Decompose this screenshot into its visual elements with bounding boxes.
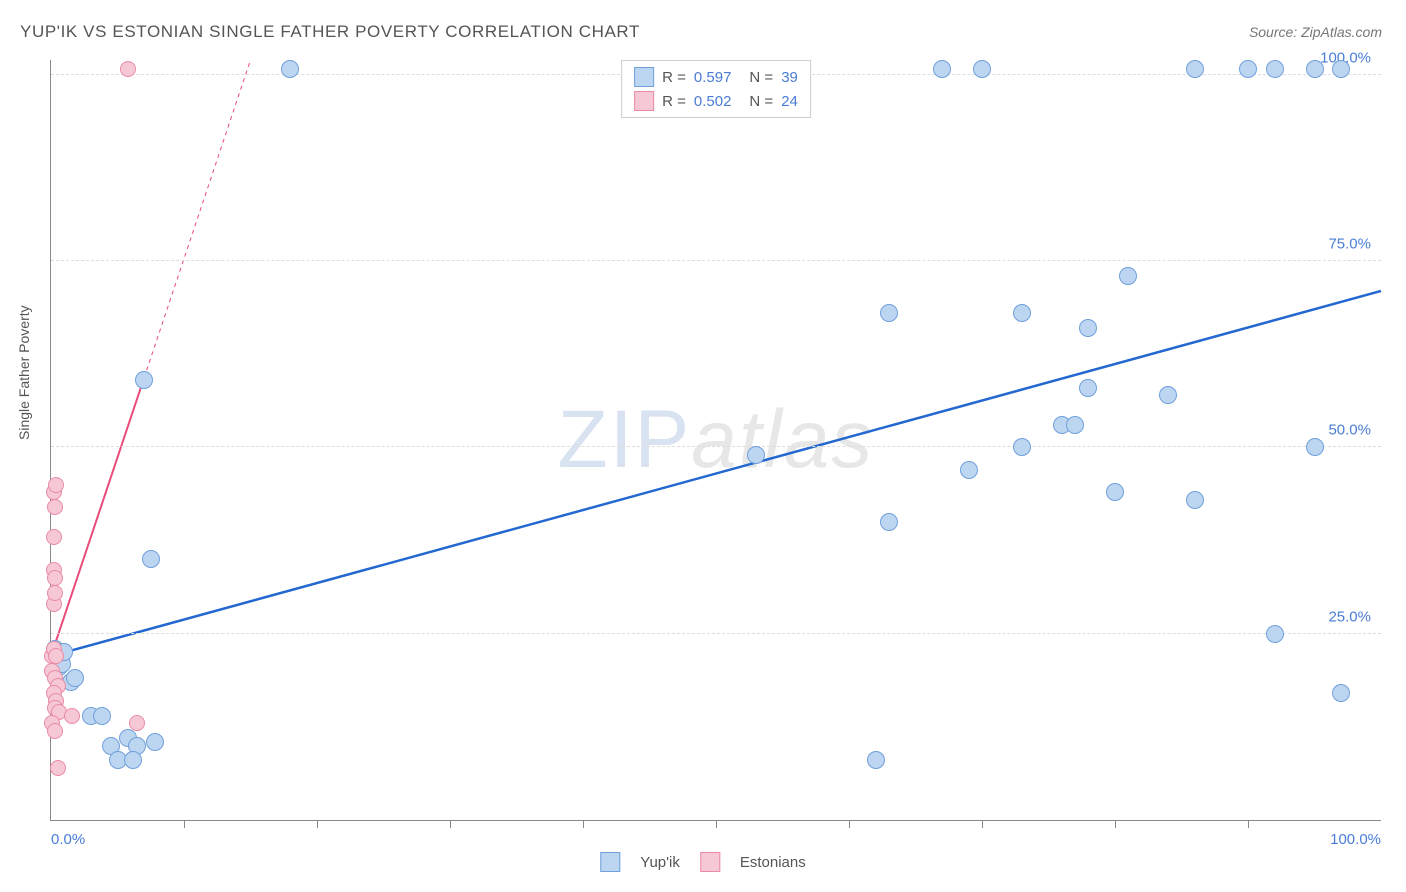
legend-r-label: R = [662, 93, 686, 110]
legend-r-value: 0.597 [694, 69, 732, 86]
gridline [51, 633, 1381, 634]
data-point [120, 61, 136, 77]
correlation-legend: R = 0.597 N = 39 R = 0.502 N = 24 [621, 60, 811, 118]
legend-n-value: 24 [781, 93, 798, 110]
legend-swatch [600, 852, 620, 872]
data-point [146, 733, 164, 751]
data-point [48, 477, 64, 493]
data-point [1079, 319, 1097, 337]
data-point [46, 529, 62, 545]
data-point [47, 723, 63, 739]
x-tick [1248, 820, 1249, 828]
legend-swatch [634, 67, 654, 87]
y-tick-label: 75.0% [1328, 236, 1371, 253]
legend-n-value: 39 [781, 69, 798, 86]
data-point [1239, 60, 1257, 78]
source-text: Source: ZipAtlas.com [1249, 24, 1382, 40]
data-point [747, 446, 765, 464]
x-tick-label: 100.0% [1330, 831, 1381, 848]
data-point [1159, 386, 1177, 404]
data-point [1186, 491, 1204, 509]
legend-series-label: Estonians [740, 854, 806, 871]
legend-series-label: Yup'ik [640, 854, 680, 871]
data-point [281, 60, 299, 78]
plot-area: ZIPatlas R =0.597N =39R =0.502N =24 25.0… [50, 60, 1381, 821]
data-point [129, 715, 145, 731]
data-point [1306, 438, 1324, 456]
x-tick [716, 820, 717, 828]
x-tick-label: 0.0% [51, 831, 85, 848]
data-point [135, 371, 153, 389]
legend-r-label: R = [662, 69, 686, 86]
x-tick [583, 820, 584, 828]
legend-row: R = 0.502 N = 24 [634, 89, 798, 113]
data-point [1013, 438, 1031, 456]
data-point [142, 550, 160, 568]
data-point [1186, 60, 1204, 78]
gridline [51, 446, 1381, 447]
legend-swatch [700, 852, 720, 872]
legend-swatch [634, 91, 654, 111]
chart-title: YUP'IK VS ESTONIAN SINGLE FATHER POVERTY… [20, 22, 640, 42]
data-point [48, 648, 64, 664]
data-point [867, 751, 885, 769]
data-point [47, 570, 63, 586]
gridline [51, 260, 1381, 261]
x-tick [982, 820, 983, 828]
data-point [960, 461, 978, 479]
data-point [880, 304, 898, 322]
trend-lines [51, 60, 1381, 820]
data-point [1013, 304, 1031, 322]
data-point [93, 707, 111, 725]
legend-row: R = 0.597 N = 39 [634, 65, 798, 89]
y-tick-label: 50.0% [1328, 422, 1371, 439]
x-tick [1115, 820, 1116, 828]
y-tick-label: 25.0% [1328, 608, 1371, 625]
series-legend: Yup'ik Estonians [600, 852, 805, 872]
data-point [1106, 483, 1124, 501]
data-point [124, 751, 142, 769]
x-tick [317, 820, 318, 828]
data-point [880, 513, 898, 531]
data-point [1079, 379, 1097, 397]
data-point [1266, 625, 1284, 643]
y-axis-label: Single Father Poverty [16, 305, 32, 440]
data-point [47, 499, 63, 515]
data-point [1119, 267, 1137, 285]
x-tick [184, 820, 185, 828]
x-tick [450, 820, 451, 828]
data-point [1332, 60, 1350, 78]
data-point [1266, 60, 1284, 78]
legend-r-value: 0.502 [694, 93, 732, 110]
data-point [1332, 684, 1350, 702]
legend-n-label: N = [749, 69, 773, 86]
data-point [1066, 416, 1084, 434]
data-point [47, 585, 63, 601]
data-point [66, 669, 84, 687]
data-point [50, 760, 66, 776]
legend-n-label: N = [749, 93, 773, 110]
data-point [1306, 60, 1324, 78]
data-point [933, 60, 951, 78]
data-point [64, 708, 80, 724]
x-tick [849, 820, 850, 828]
data-point [973, 60, 991, 78]
